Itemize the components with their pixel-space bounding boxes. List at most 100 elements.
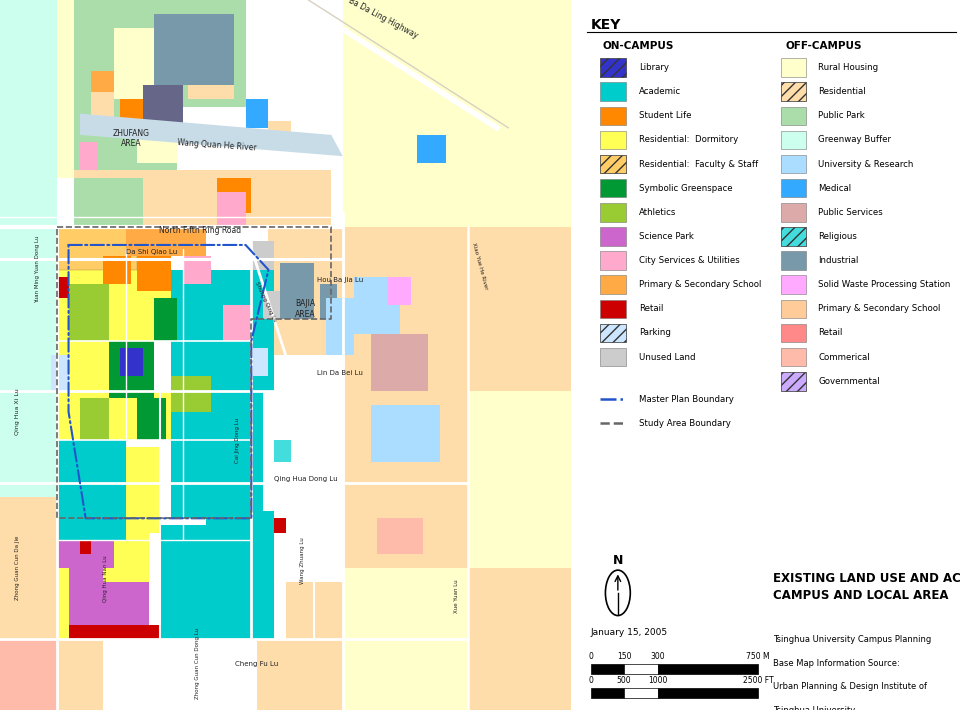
Text: Study Area Boundary: Study Area Boundary [639,419,732,427]
Text: January 15, 2005: January 15, 2005 [590,628,668,638]
Text: 750 M: 750 M [746,652,770,661]
Bar [137,128,177,163]
Text: Solid Waste Processing Station: Solid Waste Processing Station [818,280,950,289]
Bar [600,58,626,77]
Polygon shape [80,114,343,156]
Text: ZHUFANG
AREA: ZHUFANG AREA [113,129,150,148]
Text: Medical: Medical [818,184,852,192]
Bar [103,582,149,639]
Bar [600,324,626,342]
Bar [74,170,331,227]
Text: Cheng Fu Lu: Cheng Fu Lu [235,661,278,667]
Bar [0,0,74,85]
Bar [52,355,68,390]
Text: Symbolic Greenspace: Symbolic Greenspace [639,184,732,192]
Text: 150: 150 [617,652,632,661]
Bar [103,447,160,532]
Text: Urban Planning & Design Institute of: Urban Planning & Design Institute of [774,682,927,692]
Bar [143,85,182,128]
Bar [468,391,571,568]
Bar [58,227,137,270]
Bar [468,0,571,227]
Bar [58,639,103,710]
Text: North Fifth Ring Road: North Fifth Ring Road [158,226,241,235]
Bar [149,391,171,440]
Bar [781,203,806,222]
Bar [80,142,97,170]
Bar [275,518,286,532]
Bar [343,227,468,391]
Bar [160,178,205,227]
Bar [126,227,205,256]
Bar [781,227,806,246]
Text: Residential:  Faculty & Staff: Residential: Faculty & Staff [639,160,758,168]
Bar [600,155,626,173]
Text: BAJIA
AREA: BAJIA AREA [296,299,316,319]
Text: Industrial: Industrial [818,256,858,265]
Bar [68,284,108,341]
Text: 2500 FT: 2500 FT [742,676,773,685]
Bar [600,58,626,77]
Bar [590,688,624,698]
Text: Residential:  Dormitory: Residential: Dormitory [639,136,738,144]
Text: Residential: Residential [818,87,866,96]
Bar [171,270,275,391]
Bar [600,82,626,101]
Text: OFF-CAMPUS: OFF-CAMPUS [785,41,861,51]
Bar [160,525,263,639]
Bar [468,568,571,710]
Bar [781,372,806,391]
Text: Primary & Secondary School: Primary & Secondary School [818,305,941,313]
Bar [343,0,468,227]
Bar [126,270,205,341]
Bar [354,277,399,334]
Bar [74,0,246,106]
Text: N: N [612,555,623,567]
Bar [269,121,291,142]
Text: Wang Zhuang Lu: Wang Zhuang Lu [300,537,305,584]
Bar [91,92,114,128]
Bar [600,179,626,197]
Bar [58,532,149,639]
Bar [781,131,806,149]
Text: Public Services: Public Services [818,208,883,217]
Bar [468,227,571,391]
Text: University & Research: University & Research [818,160,914,168]
Bar [781,372,806,391]
Bar [600,348,626,366]
Text: 500: 500 [616,676,632,685]
Bar [269,227,343,355]
Bar [171,391,263,518]
Bar [600,300,626,318]
Bar [781,82,806,101]
Text: Cai Jing Dong Lu: Cai Jing Dong Lu [234,417,240,463]
Text: City Services & Utilities: City Services & Utilities [639,256,740,265]
Bar [372,334,428,391]
Bar [68,540,103,639]
Text: Primary & Secondary School: Primary & Secondary School [639,280,761,289]
Text: EXISTING LAND USE AND ACTIVITIES:
CAMPUS AND LOCAL AREA: EXISTING LAND USE AND ACTIVITIES: CAMPUS… [774,572,960,601]
Bar [91,71,114,92]
Bar [600,203,626,222]
Text: Science Park: Science Park [639,232,694,241]
Bar [422,504,457,554]
Bar [114,398,149,440]
Bar [80,398,108,440]
Bar [58,540,114,568]
Text: Commerical: Commerical [818,353,870,361]
Bar [74,106,177,178]
Bar [120,99,143,128]
Bar [337,234,366,284]
Text: Athletics: Athletics [639,208,677,217]
Text: Parking: Parking [639,329,671,337]
Bar [286,582,343,639]
Text: Shuang Qing Lu: Shuang Qing Lu [254,281,277,322]
Bar [205,511,275,639]
Text: 1000: 1000 [648,676,667,685]
Bar [275,440,291,462]
Bar [280,263,314,320]
Text: Xue Yuan Lu: Xue Yuan Lu [454,579,460,613]
Bar [781,106,806,125]
Bar [217,192,246,227]
Bar [781,179,806,197]
